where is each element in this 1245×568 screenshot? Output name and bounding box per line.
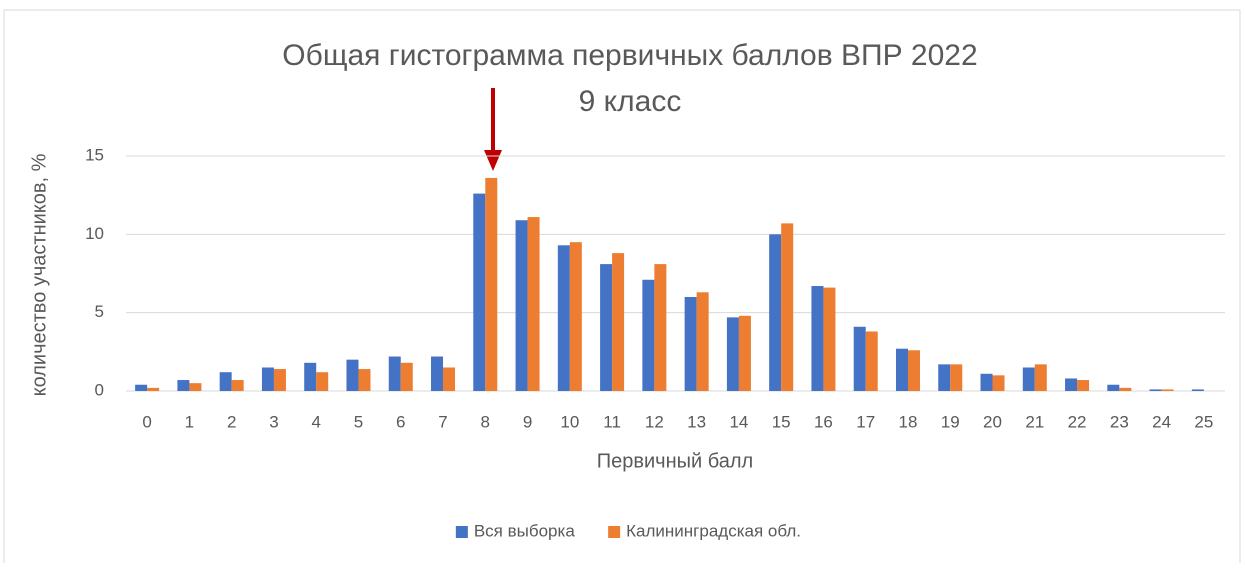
- x-tick-label: 15: [772, 412, 791, 431]
- bar: [950, 364, 963, 391]
- legend-label: Вся выборка: [474, 521, 575, 540]
- x-tick-label: 24: [1152, 412, 1171, 431]
- y-tick-label: 0: [95, 380, 104, 399]
- bar: [1034, 364, 1047, 391]
- bar: [684, 297, 697, 391]
- bar: [443, 367, 456, 391]
- bar: [853, 326, 866, 391]
- x-tick-label: 12: [645, 412, 664, 431]
- bar: [219, 372, 232, 391]
- bar: [346, 359, 359, 391]
- x-tick-label: 25: [1194, 412, 1213, 431]
- x-tick-label: 11: [603, 412, 621, 431]
- x-tick-label: 23: [1110, 412, 1129, 431]
- annotation-arrow: [484, 88, 502, 171]
- x-tick-label: 20: [983, 412, 1002, 431]
- bar: [769, 234, 782, 391]
- bar: [1149, 389, 1162, 391]
- bar: [304, 362, 317, 391]
- bar: [938, 364, 951, 391]
- bar: [1107, 384, 1120, 391]
- bar: [781, 223, 794, 391]
- x-tick-label: 21: [1025, 412, 1044, 431]
- x-tick-label: 5: [354, 412, 363, 431]
- bar: [696, 292, 709, 391]
- bar: [1065, 378, 1078, 391]
- x-tick-label: 4: [311, 412, 320, 431]
- bar: [316, 372, 329, 391]
- bar: [431, 356, 444, 391]
- bar: [473, 193, 486, 391]
- bar: [527, 217, 540, 391]
- bar: [1077, 380, 1090, 391]
- bar: [1161, 389, 1174, 391]
- x-tick-label: 9: [523, 412, 532, 431]
- chart-title: Общая гистограмма первичных баллов ВПР 2…: [282, 39, 977, 72]
- bar: [642, 279, 655, 391]
- x-tick-label: 13: [687, 412, 706, 431]
- bar: [147, 387, 160, 391]
- bar: [1022, 367, 1035, 391]
- y-tick-label: 10: [85, 224, 104, 243]
- x-tick-label: 0: [142, 412, 151, 431]
- bar: [992, 375, 1005, 391]
- bar: [895, 348, 908, 391]
- bar: [726, 317, 739, 391]
- x-axis-label: Первичный балл: [597, 450, 753, 472]
- bar: [612, 253, 625, 391]
- bar: [177, 380, 190, 391]
- x-tick-label: 18: [899, 412, 918, 431]
- bar: [231, 380, 244, 391]
- chart-subtitle: 9 класс: [579, 85, 682, 118]
- bar: [261, 367, 274, 391]
- y-tick-label: 5: [95, 302, 104, 321]
- x-tick-label: 14: [729, 412, 748, 431]
- bar: [811, 286, 824, 391]
- bar: [388, 356, 401, 391]
- x-tick-label: 22: [1068, 412, 1087, 431]
- bar: [515, 220, 528, 391]
- x-tick-label: 3: [269, 412, 278, 431]
- bar: [135, 384, 148, 391]
- x-tick-label: 8: [481, 412, 490, 431]
- legend-label: Калининградская обл.: [626, 521, 801, 540]
- x-tick-label: 6: [396, 412, 405, 431]
- bar: [823, 287, 836, 391]
- bar: [1119, 387, 1132, 391]
- bar: [273, 369, 286, 391]
- x-tick-label: 19: [941, 412, 960, 431]
- x-tick-label: 10: [560, 412, 579, 431]
- bar: [1191, 389, 1204, 391]
- legend-swatch: [455, 526, 468, 538]
- bar: [600, 264, 613, 391]
- x-tick-label: 2: [227, 412, 236, 431]
- x-tick-label: 17: [856, 412, 875, 431]
- bar: [400, 362, 413, 391]
- bar: [980, 373, 993, 391]
- bar: [865, 331, 878, 391]
- x-tick-label: 7: [438, 412, 447, 431]
- bar: [569, 242, 582, 391]
- y-axis-label: количество участников, %: [28, 153, 50, 396]
- bar: [907, 350, 920, 391]
- x-tick-label: 16: [814, 412, 833, 431]
- legend-swatch: [608, 526, 621, 538]
- bar: [358, 369, 371, 391]
- bar: [557, 245, 570, 391]
- bar: [485, 177, 498, 391]
- x-tick-label: 1: [185, 412, 194, 431]
- y-tick-label: 15: [85, 145, 104, 164]
- bar: [738, 315, 751, 391]
- bar: [654, 264, 667, 391]
- bar: [189, 383, 202, 391]
